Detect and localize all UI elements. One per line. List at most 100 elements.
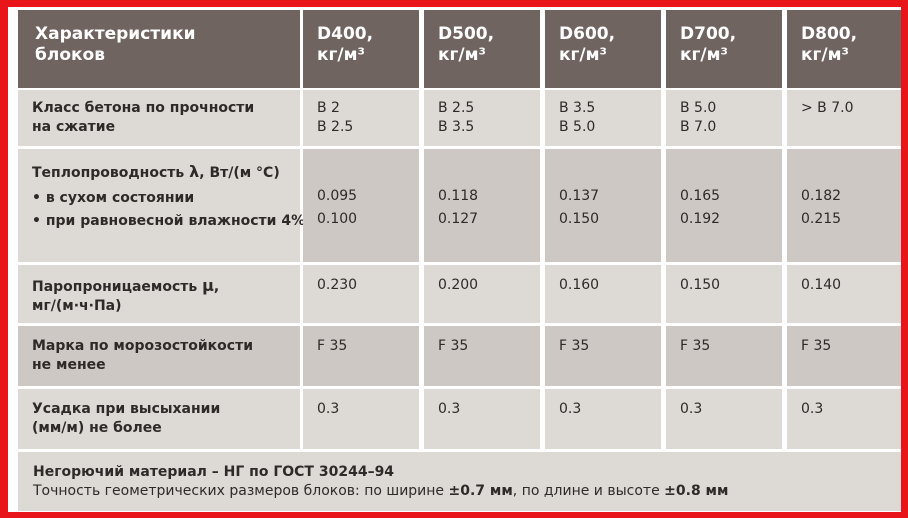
lambda-symbol: λ bbox=[189, 162, 200, 181]
conductivity-humid-value: 0.215 bbox=[801, 211, 842, 227]
frost-cell-d500: F 35 bbox=[424, 326, 540, 386]
permeability-label: Паропроницаемость μ, мг/(м·ч·Па) bbox=[18, 265, 300, 323]
permeability-cell-d500: 0.200 bbox=[424, 265, 540, 323]
properties-table: Характеристики блоков D400, кг/м³ D500, … bbox=[8, 7, 901, 512]
header-grade-unit: кг/м³ bbox=[559, 45, 607, 65]
permeability-value: 0.230 bbox=[317, 277, 358, 293]
frost-cell-d600: F 35 bbox=[545, 326, 661, 386]
shrinkage-cell-d800: 0.3 bbox=[787, 389, 901, 449]
strength-cell-d600: B 3.5 B 5.0 bbox=[545, 90, 661, 146]
conductivity-dry-value: 0.182 bbox=[801, 188, 842, 204]
strength-value: B 5.0 bbox=[559, 119, 596, 135]
conductivity-dry-value: 0.137 bbox=[559, 188, 600, 204]
strength-value: B 2 bbox=[317, 100, 340, 116]
header-grade-d700: D700, кг/м³ bbox=[666, 10, 782, 88]
conductivity-dry-value: 0.095 bbox=[317, 188, 358, 204]
conductivity-humid-label: • при равновесной влажности 4% bbox=[32, 213, 306, 229]
shrinkage-cell-d700: 0.3 bbox=[666, 389, 782, 449]
header-grade-unit: кг/м³ bbox=[317, 45, 365, 65]
shrinkage-label: Усадка при высыхании (мм/м) не более bbox=[18, 389, 300, 449]
strength-cell-d800: > B 7.0 bbox=[787, 90, 901, 146]
header-grade-label: D400, bbox=[317, 24, 374, 44]
conductivity-cell-d800: 0.182 0.215 bbox=[787, 149, 901, 262]
shrinkage-value: 0.3 bbox=[559, 401, 582, 417]
strength-label: Класс бетона по прочности на сжатие bbox=[18, 90, 300, 146]
header-grade-d400: D400, кг/м³ bbox=[303, 10, 419, 88]
conductivity-humid-value: 0.100 bbox=[317, 211, 358, 227]
tolerance-prefix: Точность геометрических размеров блоков:… bbox=[33, 483, 449, 499]
conductivity-dry-value: 0.118 bbox=[438, 188, 479, 204]
strength-value: B 3.5 bbox=[559, 100, 596, 116]
conductivity-humid-value: 0.192 bbox=[680, 211, 721, 227]
header-grade-label: D600, bbox=[559, 24, 616, 44]
strength-label-line2: на сжатие bbox=[32, 119, 116, 135]
permeability-value: 0.200 bbox=[438, 277, 479, 293]
strength-value: > B 7.0 bbox=[801, 100, 854, 116]
header-grade-unit: кг/м³ bbox=[801, 45, 849, 65]
frost-label: Марка по морозостойкости не менее bbox=[18, 326, 300, 386]
conductivity-cell-d700: 0.165 0.192 bbox=[666, 149, 782, 262]
strength-value: B 5.0 bbox=[680, 100, 717, 116]
shrinkage-label-line1: Усадка при высыхании bbox=[32, 401, 221, 417]
header-grade-label: D700, bbox=[680, 24, 737, 44]
mu-symbol: μ bbox=[202, 276, 214, 295]
conductivity-dry-value: 0.165 bbox=[680, 188, 721, 204]
header-grade-unit: кг/м³ bbox=[680, 45, 728, 65]
header-characteristics-line1: Характеристики bbox=[35, 24, 196, 44]
permeability-cell-d800: 0.140 bbox=[787, 265, 901, 323]
permeability-label-text: Паропроницаемость bbox=[32, 279, 198, 295]
conductivity-unit: , Вт/(м °С) bbox=[199, 165, 280, 181]
width-tolerance: ±0.7 мм bbox=[448, 483, 513, 499]
length-tolerance: ±0.8 мм bbox=[664, 483, 729, 499]
frost-cell-d700: F 35 bbox=[666, 326, 782, 386]
frost-value: F 35 bbox=[801, 338, 832, 354]
frost-label-line2: не менее bbox=[32, 357, 106, 373]
shrinkage-cell-d500: 0.3 bbox=[424, 389, 540, 449]
permeability-cell-d400: 0.230 bbox=[303, 265, 419, 323]
conductivity-cell-d500: 0.118 0.127 bbox=[424, 149, 540, 262]
conductivity-label: Теплопроводность λ, Вт/(м °С) • в сухом … bbox=[18, 149, 306, 262]
frost-value: F 35 bbox=[680, 338, 711, 354]
strength-cell-d500: B 2.5 B 3.5 bbox=[424, 90, 540, 146]
header-grade-label: D800, bbox=[801, 24, 858, 44]
header-grade-d800: D800, кг/м³ bbox=[787, 10, 901, 88]
permeability-value: 0.160 bbox=[559, 277, 600, 293]
header-grade-d600: D600, кг/м³ bbox=[545, 10, 661, 88]
permeability-cell-d700: 0.150 bbox=[666, 265, 782, 323]
header-grade-label: D500, bbox=[438, 24, 495, 44]
shrinkage-label-line2: (мм/м) не более bbox=[32, 420, 162, 436]
header-characteristics: Характеристики блоков bbox=[18, 10, 300, 88]
tolerance-mid: , по длине и высоте bbox=[512, 483, 665, 499]
frost-value: F 35 bbox=[317, 338, 348, 354]
conductivity-label-text: Теплопроводность bbox=[32, 165, 185, 181]
shrinkage-cell-d600: 0.3 bbox=[545, 389, 661, 449]
strength-value: B 7.0 bbox=[680, 119, 717, 135]
permeability-unit: мг/(м·ч·Па) bbox=[32, 298, 122, 314]
permeability-label-main: Паропроницаемость μ, bbox=[32, 276, 300, 297]
strength-value: B 3.5 bbox=[438, 119, 475, 135]
frost-cell-d400: F 35 bbox=[303, 326, 419, 386]
shrinkage-value: 0.3 bbox=[317, 401, 340, 417]
strength-cell-d700: B 5.0 B 7.0 bbox=[666, 90, 782, 146]
shrinkage-value: 0.3 bbox=[801, 401, 824, 417]
conductivity-cell-d600: 0.137 0.150 bbox=[545, 149, 661, 262]
permeability-value: 0.140 bbox=[801, 277, 842, 293]
shrinkage-value: 0.3 bbox=[680, 401, 703, 417]
conductivity-cell-d400: 0.095 0.100 bbox=[303, 149, 419, 262]
permeability-comma: , bbox=[213, 279, 220, 295]
frost-label-line1: Марка по морозостойкости bbox=[32, 338, 254, 354]
tolerance-note: Точность геометрических размеров блоков:… bbox=[33, 482, 901, 501]
shrinkage-value: 0.3 bbox=[438, 401, 461, 417]
table-footer: Негорючий материал – НГ по ГОСТ 30244–94… bbox=[18, 452, 901, 511]
permeability-value: 0.150 bbox=[680, 277, 721, 293]
strength-value: B 2.5 bbox=[438, 100, 475, 116]
conductivity-dry-label: • в сухом состоянии bbox=[32, 190, 195, 206]
conductivity-humid-value: 0.127 bbox=[438, 211, 479, 227]
header-grade-unit: кг/м³ bbox=[438, 45, 486, 65]
strength-cell-d400: B 2 B 2.5 bbox=[303, 90, 419, 146]
header-grade-d500: D500, кг/м³ bbox=[424, 10, 540, 88]
frost-value: F 35 bbox=[559, 338, 590, 354]
shrinkage-cell-d400: 0.3 bbox=[303, 389, 419, 449]
strength-value: B 2.5 bbox=[317, 119, 354, 135]
fire-class-note: Негорючий материал – НГ по ГОСТ 30244–94 bbox=[33, 464, 395, 480]
